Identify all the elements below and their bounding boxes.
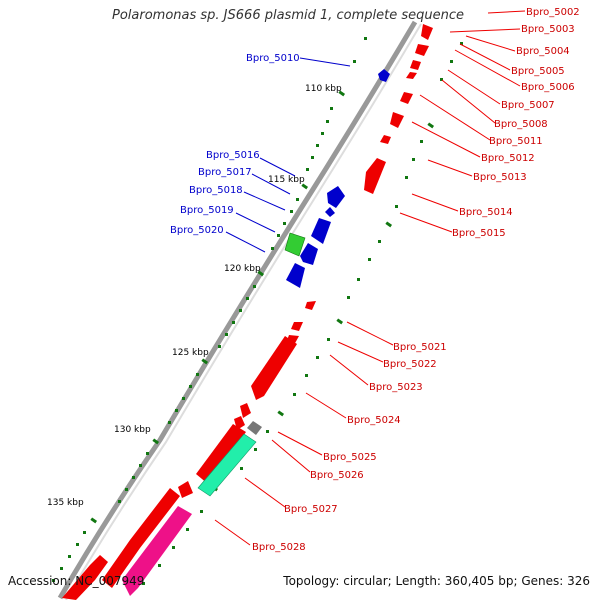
backbone-arc [57,20,418,600]
gene-label[interactable]: Bpro_5008 [494,119,548,130]
gene-label[interactable]: Bpro_5022 [383,359,437,370]
left-gene-labels: Bpro_5010 Bpro_5016 Bpro_5017 Bpro_5018 … [170,53,351,253]
gene-label[interactable]: Bpro_5021 [393,342,447,353]
gene-bpro-5010[interactable] [378,69,390,82]
right-gene-labels [214,10,526,546]
kbp-label: 120 kbp [224,264,261,274]
gene-bpro-5020[interactable] [286,263,305,288]
gene-label[interactable]: Bpro_5017 [198,167,252,178]
gene-label[interactable]: Bpro_5023 [369,382,423,393]
gene-pink-feature[interactable] [122,506,192,596]
gene-label[interactable]: Bpro_5014 [459,207,513,218]
outer-tick-ring [52,37,367,582]
gene-label[interactable]: Bpro_5025 [323,452,377,463]
gene-label[interactable]: Bpro_5012 [481,153,535,164]
gene-label[interactable]: Bpro_5016 [206,150,260,161]
gene-label[interactable]: Bpro_5005 [511,66,565,77]
kbp-label: 130 kbp [114,425,151,435]
gene-teal-feature[interactable] [197,433,257,497]
gene-label[interactable]: Bpro_5013 [473,172,527,183]
gene-bpro-5017[interactable] [325,207,335,217]
gene-label[interactable]: Bpro_5024 [347,415,401,426]
gene-label[interactable]: Bpro_5011 [489,136,543,147]
gene-label[interactable]: Bpro_5028 [252,542,306,553]
gene-label[interactable]: Bpro_5006 [521,82,575,93]
forward-genes [286,69,390,288]
gene-bpro-5016[interactable] [327,186,345,208]
gene-bpro-5018[interactable] [311,218,331,244]
kbp-label: 125 kbp [172,348,209,358]
gene-label[interactable]: Bpro_5015 [452,228,506,239]
right-gene-label-texts: Bpro_5002 Bpro_5003 Bpro_5004 Bpro_5005 … [252,7,580,553]
map-title: Polaromonas sp. JS666 plasmid 1, complet… [112,8,465,23]
gene-label[interactable]: Bpro_5018 [189,185,243,196]
gene-bpro-5019[interactable] [300,243,318,265]
gene-label[interactable]: Bpro_5004 [516,46,570,57]
kbp-label: 115 kbp [268,175,305,185]
gene-label[interactable]: Bpro_5020 [170,225,224,236]
inner-tick-ring [142,42,463,585]
kbp-label: 135 kbp [47,498,84,508]
summary-text: Topology: circular; Length: 360,405 bp; … [283,574,590,588]
gene-label[interactable]: Bpro_5010 [246,53,300,64]
backbone-arc-inner [65,23,422,600]
gene-label[interactable]: Bpro_5027 [284,504,338,515]
gene-label[interactable]: Bpro_5007 [501,100,555,111]
gene-gray-feature[interactable] [247,421,262,435]
gene-label[interactable]: Bpro_5026 [310,470,364,481]
kbp-label: 110 kbp [305,84,342,94]
gene-label[interactable]: Bpro_5003 [521,24,575,35]
accession-text: Accession: NC_007949 [8,574,145,588]
kbp-ticks: 110 kbp 115 kbp 120 kbp 125 kbp 130 kbp … [47,84,342,508]
gene-label[interactable]: Bpro_5002 [526,7,580,18]
reverse-genes [62,24,433,600]
gene-green-feature[interactable] [284,232,306,257]
gene-label[interactable]: Bpro_5019 [180,205,234,216]
